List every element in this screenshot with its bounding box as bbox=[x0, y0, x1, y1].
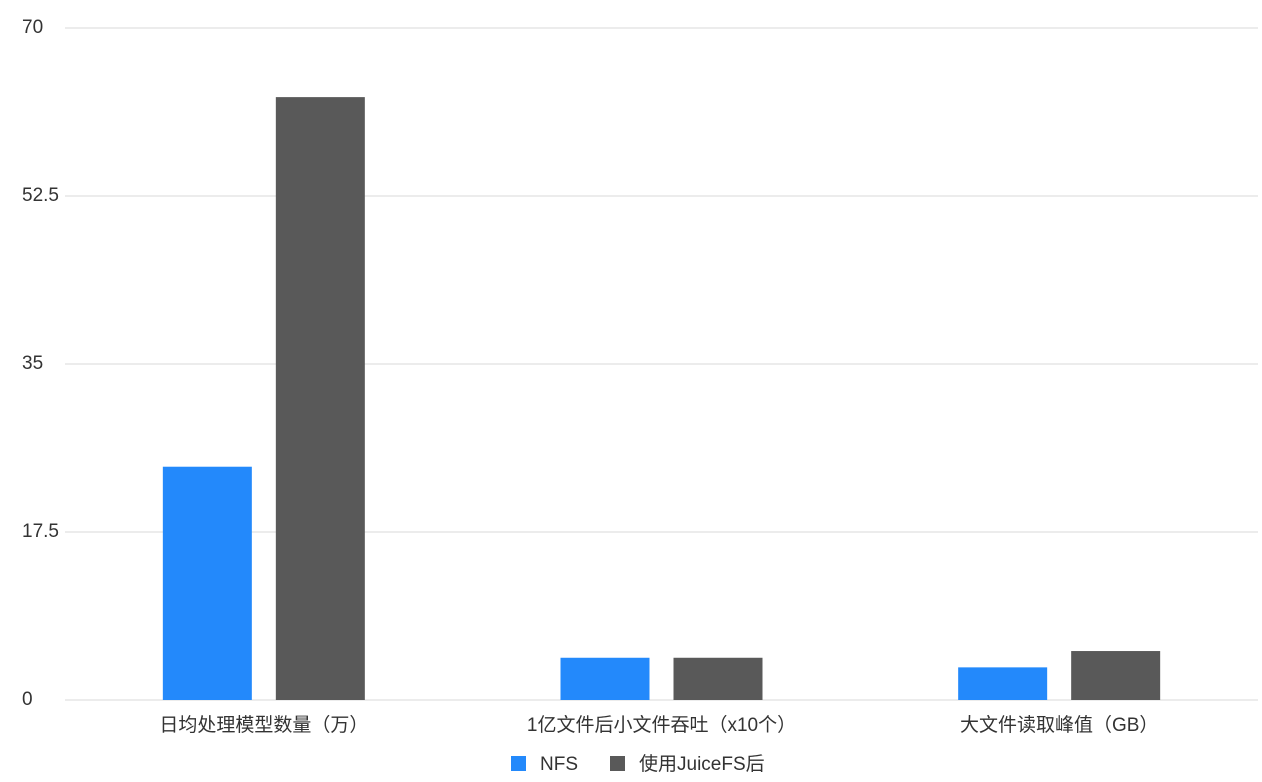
y-tick-label: 70 bbox=[22, 17, 43, 38]
y-tick-label: 52.5 bbox=[22, 185, 59, 206]
bar bbox=[275, 97, 365, 701]
legend-swatch bbox=[511, 756, 526, 771]
legend-swatch bbox=[610, 756, 625, 771]
legend-label: NFS bbox=[540, 754, 578, 775]
y-tick-label: 0 bbox=[22, 689, 33, 710]
y-tick-label: 35 bbox=[22, 353, 43, 374]
x-tick-label: 日均处理模型数量（万） bbox=[159, 714, 368, 736]
y-tick-label: 17.5 bbox=[22, 521, 59, 542]
x-tick-label: 大文件读取峰值（GB） bbox=[960, 714, 1158, 736]
bar bbox=[162, 466, 252, 700]
bar bbox=[673, 657, 763, 700]
bar bbox=[1071, 651, 1161, 700]
bar bbox=[958, 667, 1048, 700]
x-tick-label: 1亿文件后小文件吞吐（x10个） bbox=[527, 714, 796, 736]
legend-label: 使用JuiceFS后 bbox=[639, 753, 765, 775]
bar bbox=[560, 657, 650, 700]
